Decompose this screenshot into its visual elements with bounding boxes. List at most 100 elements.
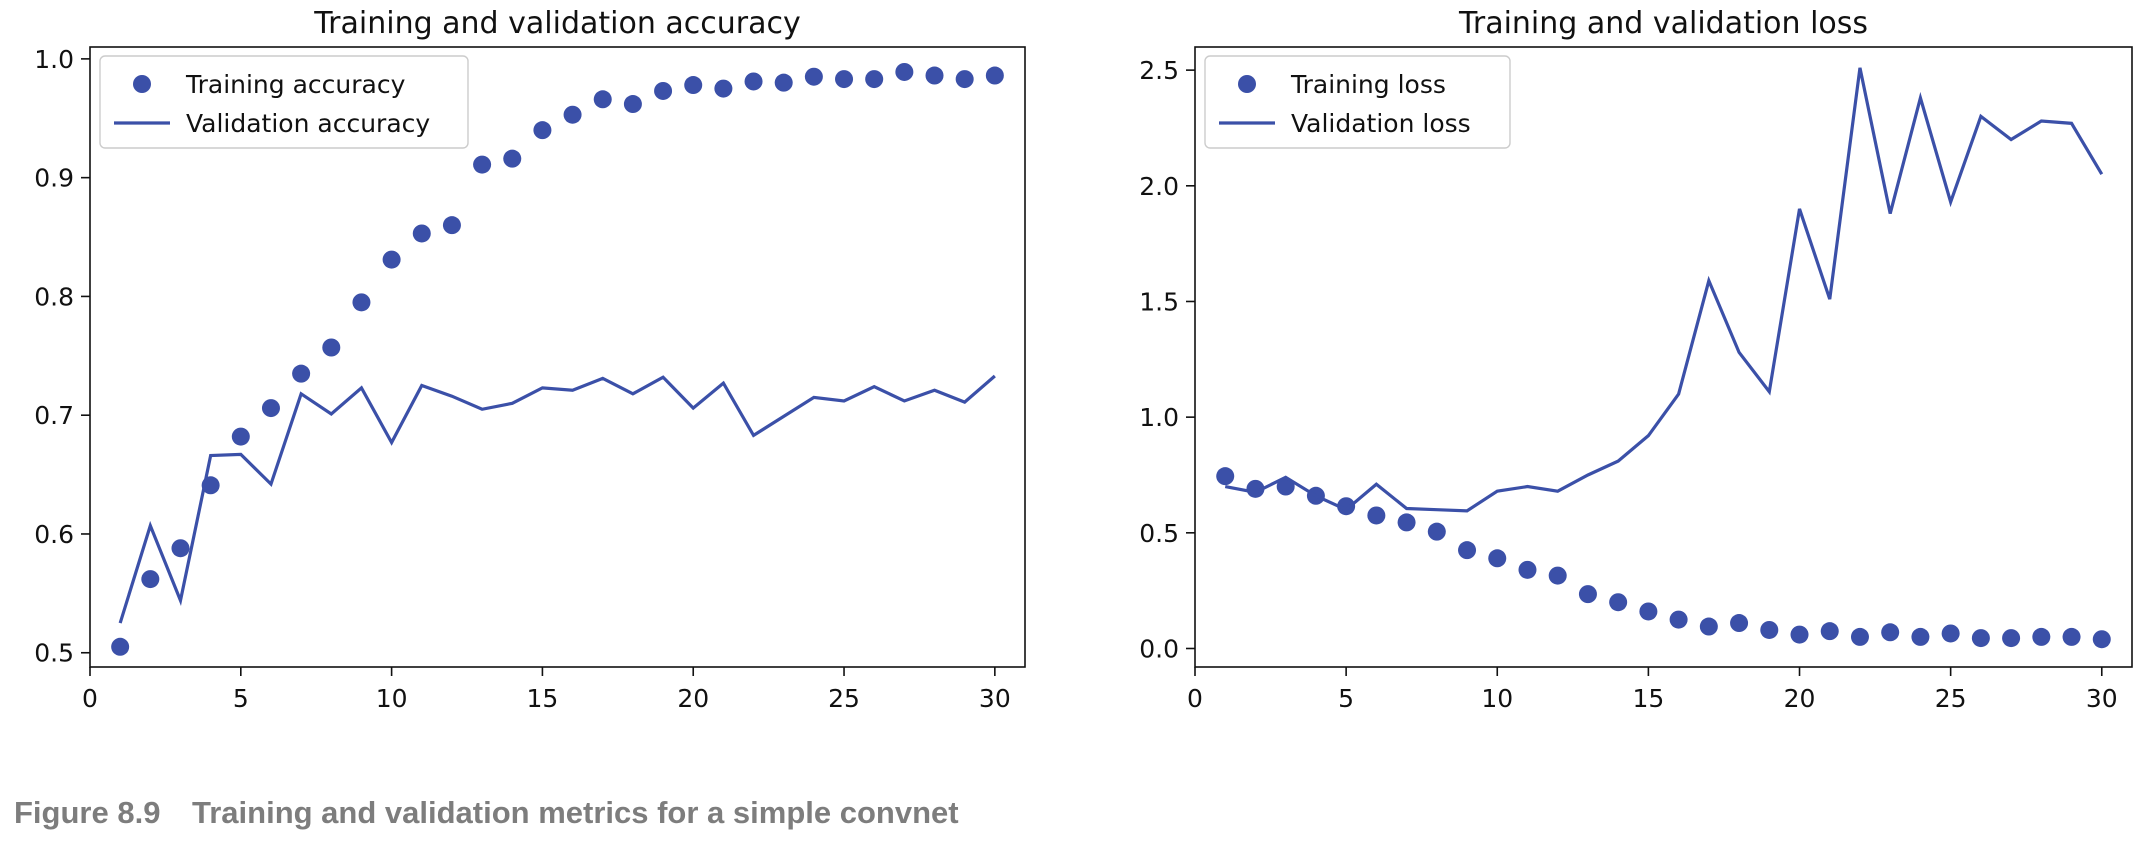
accuracy-validation-line: [118, 374, 996, 624]
accuracy-legend-marker-swatch: [133, 75, 151, 93]
accuracy-training-point: [865, 70, 884, 89]
loss-training-point: [1578, 585, 1597, 604]
accuracy-legend: Training accuracy Validation accuracy: [99, 55, 469, 149]
accuracy-training-point: [714, 79, 733, 98]
loss-training-point: [1367, 506, 1386, 525]
loss-legend-label: Training loss: [1290, 70, 1446, 99]
accuracy-training-point: [352, 293, 371, 312]
loss-training-point: [2092, 630, 2111, 649]
loss-training-point: [1427, 522, 1446, 541]
accuracy-training-point: [804, 67, 823, 86]
accuracy-training-point: [654, 81, 673, 100]
accuracy-training-point: [231, 427, 250, 446]
loss-y-tick-label: 1.0: [1139, 403, 1179, 432]
loss-training-point: [1488, 549, 1507, 568]
accuracy-chart-title: Training and validation accuracy: [313, 6, 800, 41]
accuracy-training-point: [593, 90, 612, 109]
accuracy-training-point: [835, 70, 854, 89]
figure-caption-text: Training and validation metrics for a si…: [192, 795, 959, 830]
loss-training-point: [1276, 477, 1295, 496]
accuracy-training-point: [925, 66, 944, 85]
loss-chart: Training and validation loss 0 5 10 15 20 25 30…: [1139, 6, 2133, 713]
accuracy-training-point: [895, 62, 914, 81]
accuracy-training-point: [744, 72, 763, 91]
loss-x-tick-label: 30: [2086, 684, 2118, 713]
accuracy-training-point: [985, 66, 1004, 85]
accuracy-x-tick-label: 25: [828, 684, 860, 713]
loss-training-point: [1337, 497, 1356, 516]
loss-training-point: [1699, 617, 1718, 636]
loss-training-point: [1518, 560, 1537, 579]
loss-x-tick-label: 20: [1784, 684, 1816, 713]
loss-x-tick-label: 5: [1338, 684, 1354, 713]
loss-training-point: [1971, 629, 1990, 648]
loss-legend-box: [1204, 55, 1511, 149]
loss-legend-label: Validation loss: [1291, 109, 1471, 138]
accuracy-y-tick-label: 0.6: [34, 520, 74, 549]
accuracy-x-tick-label: 0: [82, 684, 98, 713]
loss-training-point: [2002, 629, 2021, 648]
accuracy-training-point: [684, 76, 703, 95]
loss-x-tick-label: 25: [1935, 684, 1967, 713]
loss-training-point: [1941, 624, 1960, 643]
figure-number: Figure 8.9: [14, 795, 161, 830]
accuracy-training-point: [111, 637, 130, 656]
accuracy-training-point: [774, 73, 793, 92]
accuracy-training-point: [292, 364, 311, 383]
accuracy-training-point: [322, 338, 341, 357]
loss-training-point: [1458, 541, 1477, 560]
accuracy-x-tick-label: 10: [376, 684, 408, 713]
accuracy-training-point: [955, 70, 974, 89]
accuracy-y-tick-label: 1.0: [34, 45, 74, 74]
figure-caption: Figure 8.9 Training and validation metric…: [14, 795, 959, 831]
accuracy-x-tick-label: 30: [979, 684, 1011, 713]
accuracy-x-tick-label: 15: [527, 684, 559, 713]
figure-charts: Training and validation accuracy 0 5 10 15 20…: [34, 6, 2133, 713]
accuracy-training-point: [382, 250, 401, 269]
accuracy-training-point: [563, 105, 582, 124]
loss-training-point: [1669, 610, 1688, 629]
accuracy-chart: Training and validation accuracy 0 5 10 15 20…: [34, 6, 1026, 713]
accuracy-x-tick-label: 5: [233, 684, 249, 713]
accuracy-legend-label: Training accuracy: [185, 70, 406, 99]
loss-y-tick-label: 0.5: [1139, 519, 1179, 548]
loss-training-point: [1730, 614, 1749, 633]
loss-x-tick-label: 0: [1187, 684, 1203, 713]
loss-training-point: [1911, 627, 1930, 646]
loss-y-tick-label: 2.0: [1139, 172, 1179, 201]
accuracy-training-point: [503, 149, 522, 168]
loss-training-point: [1216, 467, 1235, 486]
accuracy-y-tick-label: 0.9: [34, 164, 74, 193]
loss-training-point: [1881, 623, 1900, 642]
loss-training-point: [1548, 566, 1567, 585]
accuracy-training-point: [623, 95, 642, 114]
accuracy-y-tick-label: 0.7: [34, 401, 74, 430]
loss-x-tick-label: 15: [1632, 684, 1664, 713]
loss-validation-line: [1224, 67, 2104, 513]
accuracy-training-point: [141, 570, 160, 589]
loss-y-tick-label: 0.0: [1139, 634, 1179, 663]
loss-y-tick-label: 1.5: [1139, 287, 1179, 316]
accuracy-training-point: [412, 224, 431, 243]
accuracy-x-tick-label: 20: [677, 684, 709, 713]
accuracy-axes-frame: [89, 46, 1026, 668]
loss-training-point: [1639, 602, 1658, 621]
loss-x-tick-label: 10: [1481, 684, 1513, 713]
accuracy-legend-label: Validation accuracy: [186, 109, 430, 138]
loss-y-tick-label: 2.5: [1139, 56, 1179, 85]
accuracy-training-point: [171, 539, 190, 558]
loss-legend: Training loss Validation loss: [1204, 55, 1511, 149]
accuracy-training-point: [261, 399, 280, 418]
loss-chart-title: Training and validation loss: [1458, 6, 1868, 41]
accuracy-y-tick-label: 0.8: [34, 282, 74, 311]
loss-training-point: [1790, 625, 1809, 644]
loss-legend-marker-swatch: [1238, 75, 1256, 93]
accuracy-y-tick-label: 0.5: [34, 639, 74, 668]
accuracy-training-point: [533, 121, 552, 140]
loss-training-point: [2062, 627, 2081, 646]
loss-training-point: [1246, 479, 1265, 498]
loss-training-point: [1760, 620, 1779, 639]
accuracy-legend-box: [99, 55, 469, 149]
accuracy-training-point: [442, 216, 461, 235]
loss-training-point: [1820, 622, 1839, 641]
